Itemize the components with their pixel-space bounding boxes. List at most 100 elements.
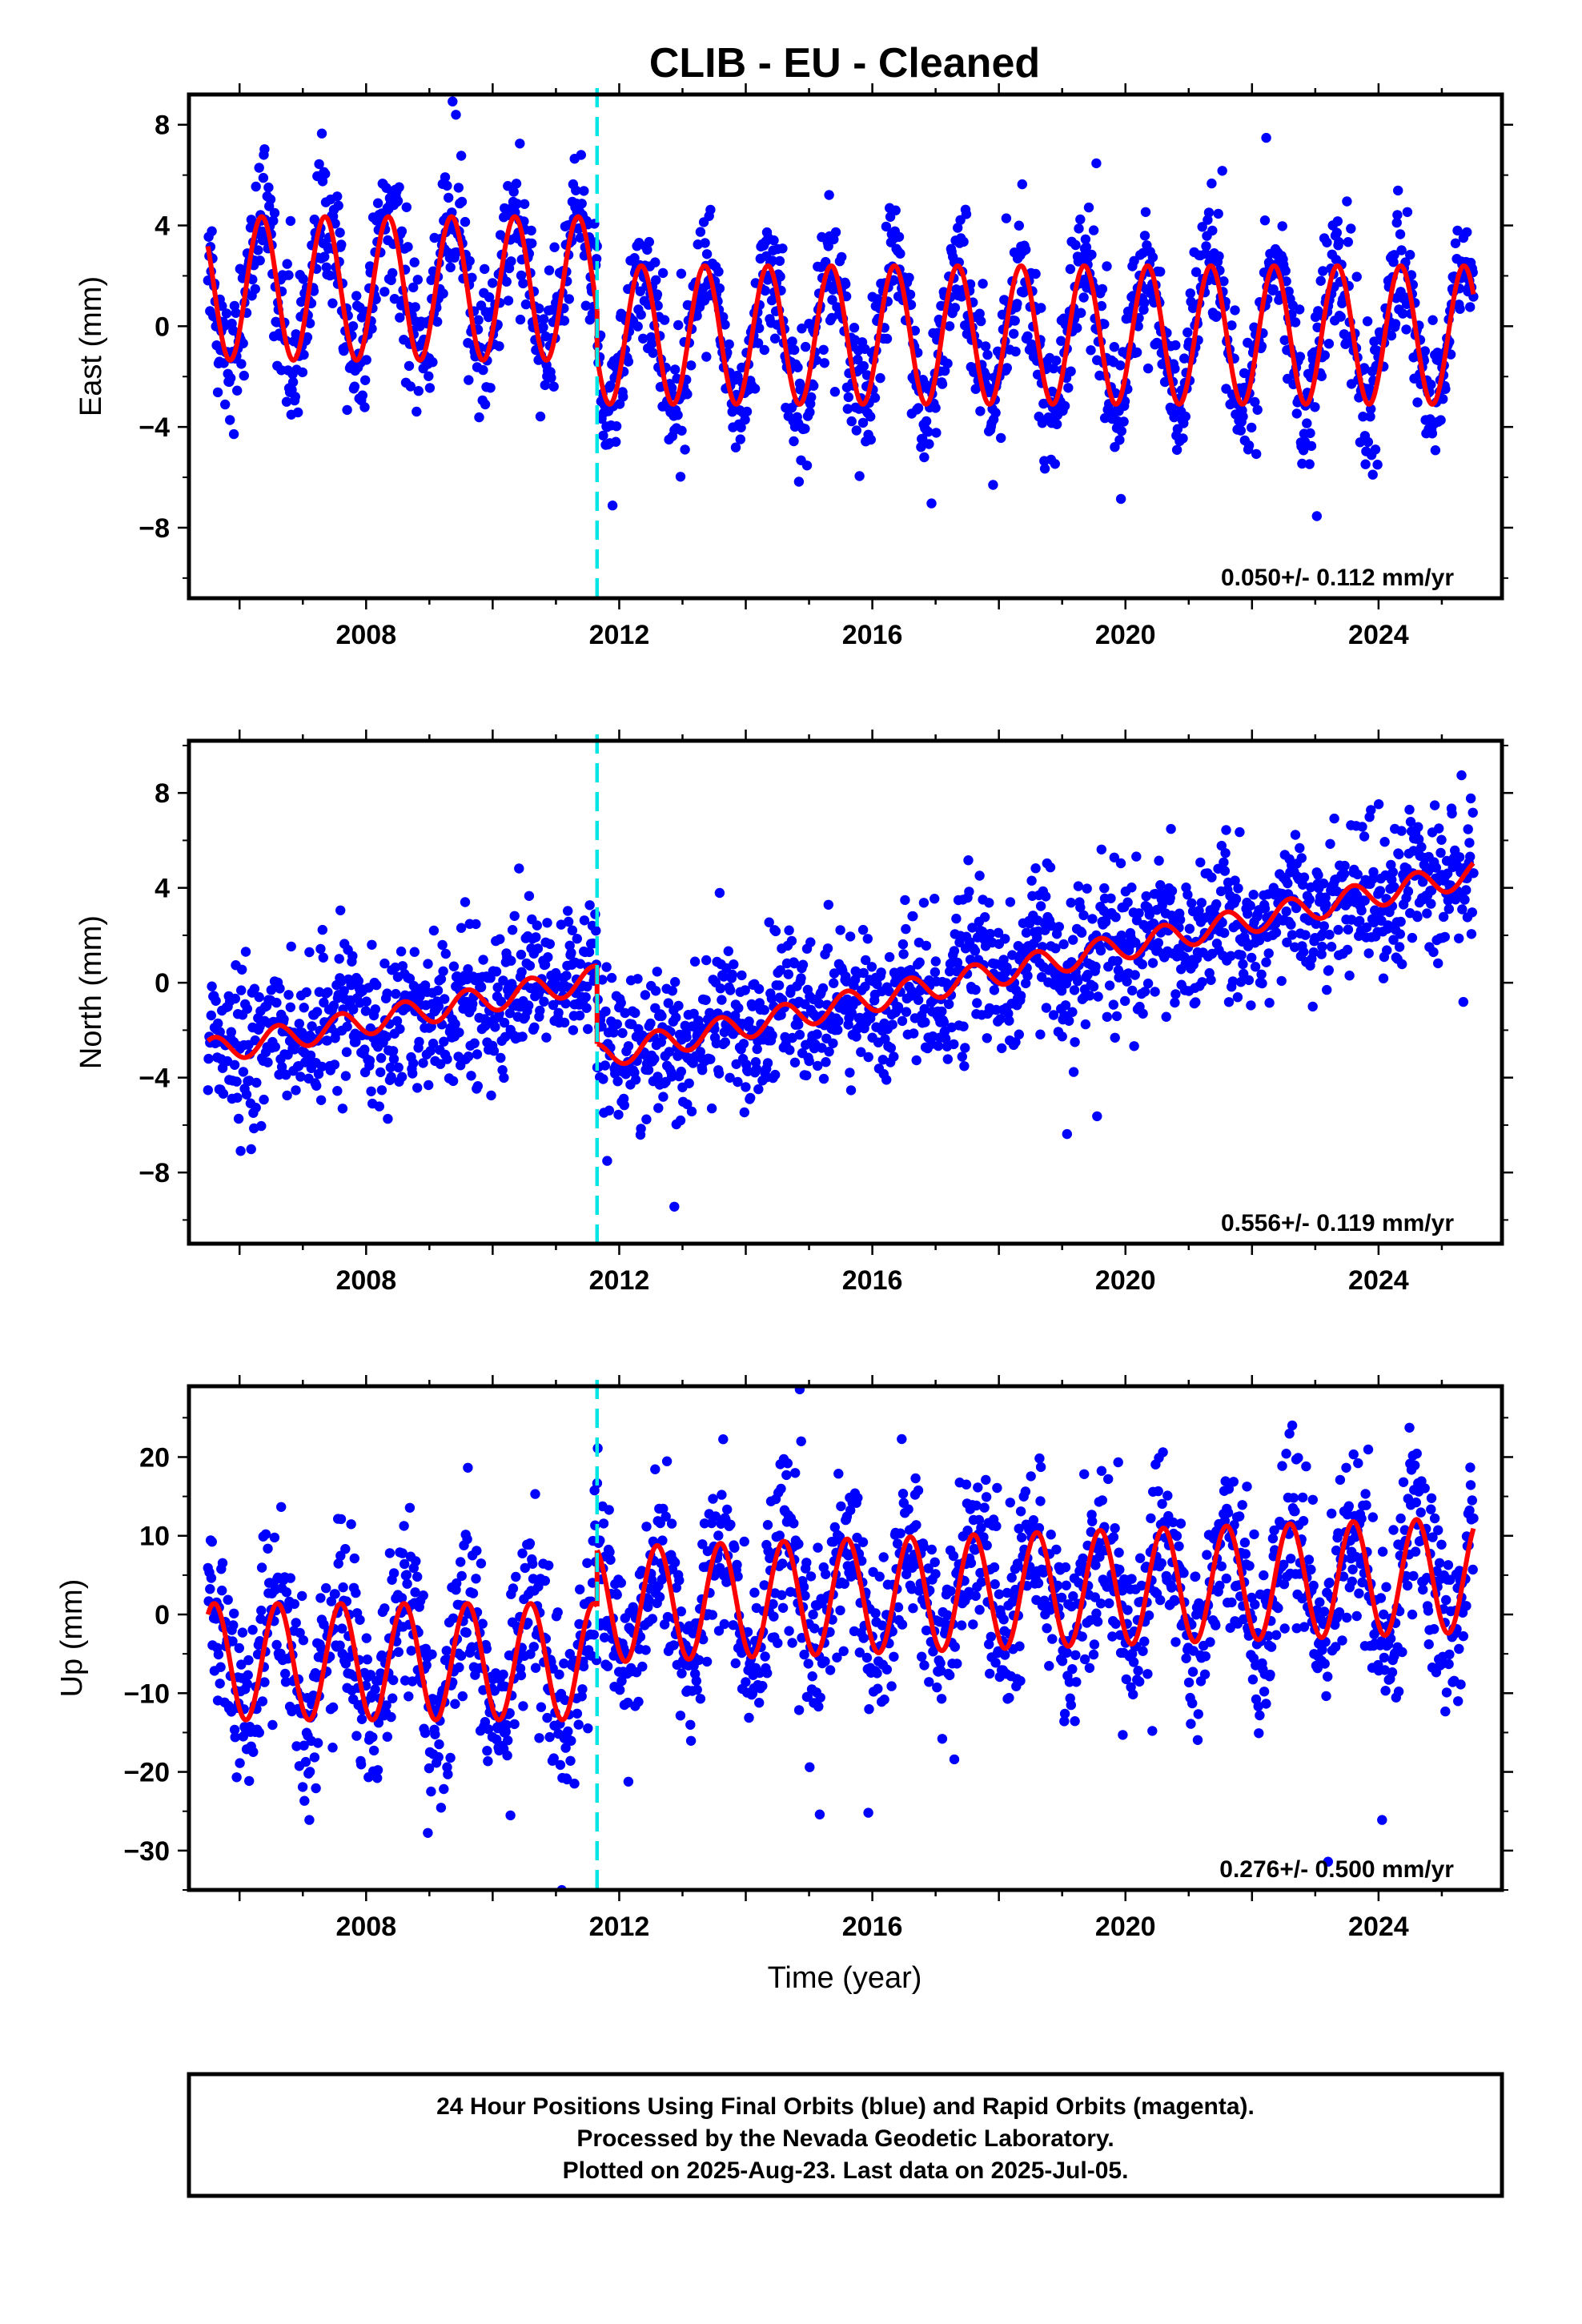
data-point bbox=[1405, 250, 1415, 260]
data-point bbox=[228, 1620, 239, 1630]
data-point bbox=[604, 1105, 615, 1116]
data-point bbox=[893, 231, 905, 242]
x-tick-label: 2008 bbox=[335, 620, 396, 650]
data-point bbox=[757, 1681, 768, 1691]
data-point bbox=[790, 1468, 801, 1478]
data-point bbox=[1150, 987, 1160, 997]
data-point bbox=[1412, 397, 1423, 408]
data-point bbox=[530, 1663, 541, 1673]
data-point bbox=[316, 1061, 327, 1072]
data-point bbox=[1086, 345, 1096, 356]
data-point bbox=[1154, 855, 1164, 866]
data-point bbox=[233, 1113, 244, 1124]
data-point bbox=[279, 1014, 289, 1024]
data-point bbox=[1359, 831, 1370, 842]
data-point bbox=[401, 1570, 412, 1580]
data-point bbox=[937, 379, 948, 389]
data-point bbox=[1054, 922, 1065, 932]
data-point bbox=[1022, 331, 1033, 341]
model-curve-segment-1 bbox=[205, 214, 600, 363]
data-point bbox=[1109, 342, 1120, 352]
data-point bbox=[782, 1458, 793, 1469]
data-point bbox=[529, 1022, 540, 1033]
data-point bbox=[540, 959, 551, 970]
data-point bbox=[1283, 878, 1293, 889]
data-point bbox=[1171, 444, 1182, 455]
data-point bbox=[1271, 927, 1282, 938]
data-point bbox=[1304, 459, 1315, 469]
data-point bbox=[1372, 460, 1383, 470]
data-point bbox=[692, 1684, 702, 1695]
data-point bbox=[1137, 959, 1148, 970]
data-point bbox=[773, 980, 785, 991]
data-point bbox=[1014, 220, 1025, 231]
data-point bbox=[235, 1146, 246, 1156]
data-point bbox=[676, 1606, 686, 1617]
data-point bbox=[370, 1972, 379, 1981]
data-point bbox=[1050, 459, 1061, 469]
data-point bbox=[1056, 986, 1067, 996]
data-point bbox=[1078, 910, 1089, 921]
data-point bbox=[942, 358, 953, 369]
data-point bbox=[1319, 350, 1331, 360]
data-point bbox=[1138, 1008, 1148, 1019]
data-point bbox=[1310, 402, 1320, 412]
data-point bbox=[298, 274, 308, 284]
data-point bbox=[342, 404, 352, 416]
data-point bbox=[988, 480, 998, 490]
data-point bbox=[1435, 847, 1446, 858]
data-point bbox=[774, 1530, 785, 1541]
data-point bbox=[1468, 292, 1479, 302]
data-point bbox=[488, 1046, 500, 1056]
data-point bbox=[270, 1042, 280, 1052]
data-point bbox=[1180, 411, 1191, 422]
data-point bbox=[701, 1656, 713, 1667]
data-point bbox=[1412, 911, 1423, 923]
data-point bbox=[337, 1104, 348, 1114]
data-point bbox=[1142, 363, 1154, 374]
data-point bbox=[268, 215, 279, 226]
data-point bbox=[885, 1043, 897, 1053]
data-point bbox=[725, 1519, 736, 1530]
data-point bbox=[693, 1655, 705, 1666]
data-point bbox=[605, 380, 616, 391]
data-point bbox=[1395, 916, 1406, 927]
data-point bbox=[348, 1004, 359, 1015]
data-point bbox=[1279, 335, 1290, 345]
data-point bbox=[259, 1677, 270, 1687]
data-point bbox=[1355, 915, 1365, 927]
data-point bbox=[372, 1765, 383, 1775]
data-point bbox=[367, 1732, 378, 1743]
data-point bbox=[640, 990, 651, 1000]
data-point bbox=[291, 1741, 302, 1751]
data-point bbox=[335, 1514, 347, 1525]
data-point bbox=[1361, 922, 1372, 933]
data-point bbox=[866, 962, 877, 972]
data-point bbox=[911, 1055, 921, 1066]
data-point bbox=[1390, 319, 1401, 329]
data-point bbox=[311, 1007, 323, 1017]
data-point bbox=[787, 336, 797, 347]
data-point bbox=[225, 372, 236, 384]
data-point bbox=[974, 308, 985, 319]
data-point bbox=[881, 333, 893, 344]
data-point bbox=[1398, 308, 1408, 319]
data-point bbox=[359, 402, 370, 412]
data-point bbox=[399, 1521, 409, 1531]
data-point bbox=[864, 1704, 874, 1715]
data-point bbox=[1009, 328, 1019, 339]
data-point bbox=[516, 949, 527, 960]
data-point bbox=[732, 1559, 742, 1570]
data-point bbox=[432, 985, 444, 996]
data-point bbox=[335, 227, 345, 238]
data-point bbox=[774, 255, 785, 267]
data-point bbox=[251, 181, 261, 192]
data-point bbox=[518, 278, 528, 289]
data-point bbox=[1024, 919, 1035, 929]
data-point bbox=[520, 299, 532, 310]
data-point bbox=[291, 1618, 301, 1628]
data-point bbox=[717, 995, 727, 1005]
data-point bbox=[333, 1558, 343, 1569]
data-point bbox=[825, 1665, 836, 1675]
data-point bbox=[799, 1649, 809, 1660]
